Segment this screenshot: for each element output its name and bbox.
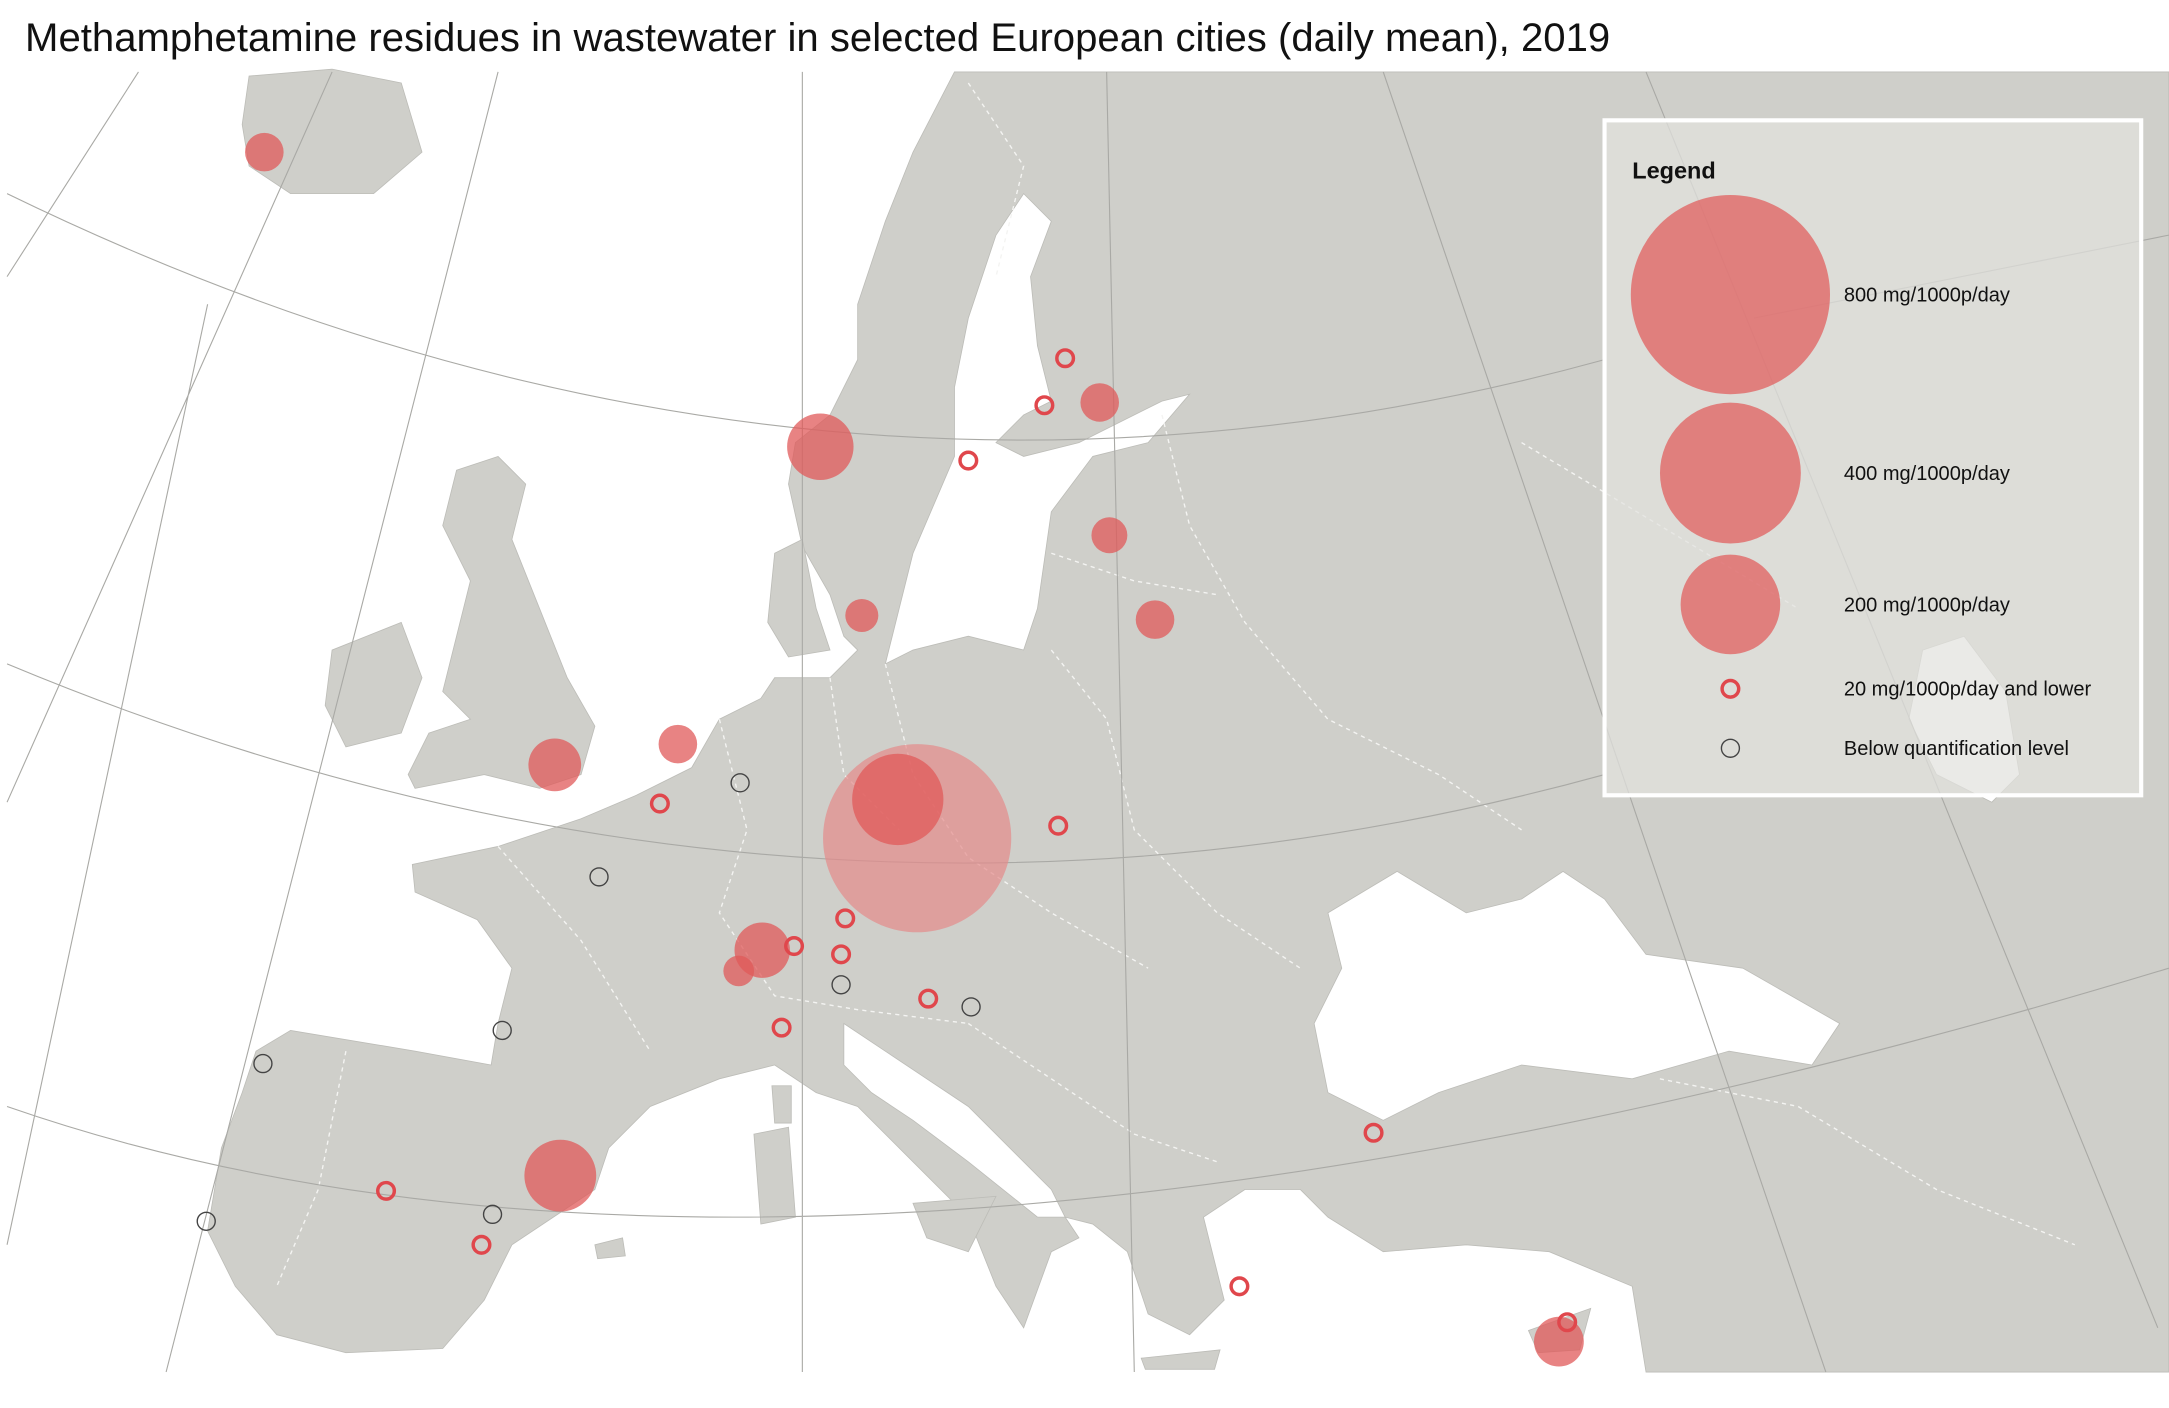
city-marker-low: [1048, 815, 1069, 836]
city-marker: [852, 753, 944, 846]
city-marker-low: [376, 1180, 397, 1201]
legend-label: 200 mg/1000p/day: [1844, 594, 2010, 616]
city-marker-below: [253, 1053, 273, 1074]
legend-symbol: [1680, 554, 1781, 655]
city-marker-low: [958, 450, 979, 471]
city-marker-low: [831, 944, 852, 965]
iceland: [241, 68, 423, 195]
legend-label: 20 mg/1000p/day and lower: [1844, 679, 2092, 701]
city-marker-below: [961, 997, 981, 1017]
city-marker-low: [1363, 1122, 1384, 1143]
city-marker-low: [471, 1234, 492, 1255]
city-marker-low: [771, 1017, 792, 1038]
city-marker: [658, 724, 698, 764]
title: Methamphetamine residues in wastewater i…: [25, 16, 1610, 60]
legend-symbol: [1720, 678, 1741, 699]
legend-symbol: [1720, 738, 1741, 758]
city-marker-low: [835, 908, 856, 929]
legend-label: 800 mg/1000p/day: [1844, 285, 2010, 307]
city-marker: [1080, 383, 1120, 422]
city-marker: [528, 738, 582, 792]
legend: Legend 800 mg/1000p/day 400 mg/1000p/day 2…: [1602, 118, 2144, 798]
city-marker-low: [918, 988, 939, 1009]
city-marker: [845, 598, 879, 632]
adriatic-sea: [843, 1022, 1066, 1218]
legend-label: Below quantification level: [1844, 738, 2069, 760]
legend-label: 400 mg/1000p/day: [1844, 463, 2010, 485]
city-marker-low: [1229, 1276, 1250, 1297]
city-marker: [1135, 600, 1175, 639]
city-marker: [723, 955, 755, 987]
sicily: [912, 1195, 997, 1253]
crete: [1140, 1349, 1221, 1370]
black-sea: [1313, 870, 1841, 1121]
city-marker-low: [784, 936, 805, 957]
legend-symbol: [1659, 402, 1801, 544]
city-marker-below: [831, 975, 851, 995]
city-marker-below: [730, 773, 750, 793]
city-marker-below: [196, 1211, 216, 1231]
markers: [196, 132, 1584, 1367]
city-marker-low: [1557, 1312, 1578, 1333]
legend-symbol: [1630, 195, 1831, 395]
corsica: [771, 1085, 792, 1124]
balearic: [594, 1237, 626, 1260]
legend-title: Legend: [1632, 157, 1716, 183]
city-marker-below: [589, 867, 609, 887]
city-marker: [524, 1139, 597, 1212]
city-marker-low: [1034, 395, 1055, 416]
city-marker: [245, 132, 284, 172]
city-marker-low: [649, 793, 670, 814]
sardinia: [753, 1126, 796, 1225]
city-marker-below: [492, 1020, 512, 1041]
city-marker-low: [1055, 348, 1076, 369]
city-marker: [1091, 517, 1128, 554]
baltic-sea: [884, 192, 1191, 665]
city-marker: [787, 413, 854, 480]
great-britain: [407, 455, 596, 789]
city-marker-below: [482, 1204, 503, 1225]
